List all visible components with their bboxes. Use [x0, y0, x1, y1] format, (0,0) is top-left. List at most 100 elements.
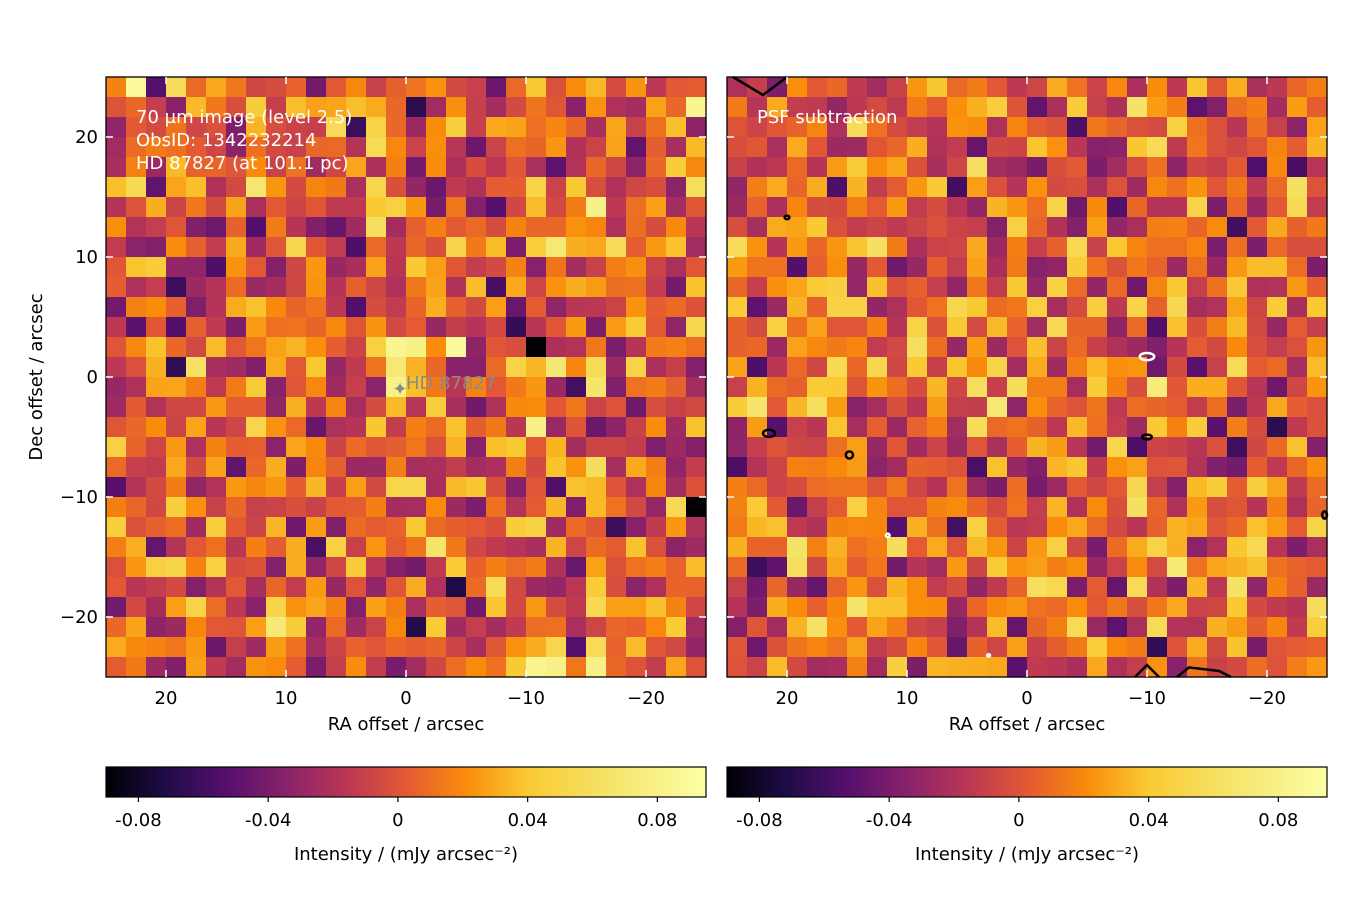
heatmap-cell: [1287, 297, 1308, 318]
heatmap-cell: [606, 117, 627, 138]
heatmap-cell: [1267, 417, 1288, 438]
heatmap-cell: [606, 617, 627, 638]
heatmap-cell: [1267, 217, 1288, 238]
heatmap-cell: [967, 537, 988, 558]
heatmap-cell: [927, 117, 948, 138]
heatmap-cell: [166, 237, 187, 258]
heatmap-cell: [727, 357, 748, 378]
heatmap-cell: [586, 317, 607, 338]
heatmap-cell: [787, 557, 808, 578]
right-axis-ticks: [727, 77, 1327, 677]
heatmap-cell: [1007, 197, 1028, 218]
heatmap-cell: [967, 417, 988, 438]
heatmap-cell: [1267, 177, 1288, 198]
heatmap-cell: [326, 617, 347, 638]
heatmap-cell: [106, 517, 127, 538]
heatmap-cell: [626, 577, 647, 598]
heatmap-cell: [807, 357, 828, 378]
heatmap-cell: [366, 437, 387, 458]
heatmap-cell: [226, 477, 247, 498]
heatmap-cell: [1047, 437, 1068, 458]
heatmap-cell: [887, 577, 908, 598]
heatmap-cell: [466, 357, 487, 378]
heatmap-cell: [546, 517, 567, 538]
heatmap-cell: [1187, 257, 1208, 278]
heatmap-cell: [606, 457, 627, 478]
heatmap-cell: [466, 577, 487, 598]
heatmap-cell: [346, 217, 367, 238]
heatmap-cell: [1247, 617, 1268, 638]
heatmap-cell: [747, 457, 768, 478]
heatmap-cell: [426, 117, 447, 138]
heatmap-cell: [506, 77, 527, 98]
heatmap-cell: [1007, 137, 1028, 158]
heatmap-cell: [466, 317, 487, 338]
heatmap-cell: [146, 637, 167, 658]
heatmap-cell: [1047, 457, 1068, 478]
heatmap-cell: [606, 417, 627, 438]
heatmap-cell: [226, 597, 247, 618]
heatmap-cell: [1187, 337, 1208, 358]
heatmap-cell: [847, 577, 868, 598]
heatmap-cell: [606, 177, 627, 198]
heatmap-cell: [166, 317, 187, 338]
heatmap-cell: [947, 237, 968, 258]
heatmap-cell: [1267, 197, 1288, 218]
heatmap-cell: [787, 317, 808, 338]
heatmap-cell: [1187, 397, 1208, 418]
heatmap-cell: [106, 617, 127, 638]
heatmap-cell: [1267, 657, 1288, 678]
heatmap-cell: [266, 97, 287, 118]
heatmap-cell: [406, 377, 427, 398]
heatmap-cell: [366, 617, 387, 638]
heatmap-cell: [386, 577, 407, 598]
heatmap-cell: [306, 657, 327, 678]
heatmap-cell: [1187, 357, 1208, 378]
heatmap-cell: [326, 237, 347, 258]
heatmap-cell: [486, 357, 507, 378]
heatmap-cell: [426, 537, 447, 558]
heatmap-cell: [466, 617, 487, 638]
heatmap-cell: [626, 457, 647, 478]
heatmap-cell: [146, 337, 167, 358]
heatmap-cell: [927, 297, 948, 318]
heatmap-cell: [666, 657, 687, 678]
heatmap-cell: [1087, 117, 1108, 138]
heatmap-cell: [586, 137, 607, 158]
heatmap-cell: [526, 317, 547, 338]
heatmap-cell: [546, 477, 567, 498]
heatmap-cell: [1227, 217, 1248, 238]
heatmap-cell: [727, 437, 748, 458]
heatmap-cell: [626, 257, 647, 278]
heatmap-cell: [887, 217, 908, 238]
heatmap-cell: [1187, 457, 1208, 478]
heatmap-cell: [807, 537, 828, 558]
heatmap-cell: [426, 477, 447, 498]
heatmap-cell: [827, 97, 848, 118]
heatmap-cell: [426, 197, 447, 218]
heatmap-cell: [1047, 77, 1068, 98]
heatmap-cell: [346, 257, 367, 278]
heatmap-cell: [446, 657, 467, 678]
heatmap-cell: [1247, 137, 1268, 158]
heatmap-cell: [1047, 177, 1068, 198]
heatmap-cell: [466, 77, 487, 98]
heatmap-cell: [666, 157, 687, 178]
heatmap-cell: [366, 377, 387, 398]
heatmap-cell: [1287, 157, 1308, 178]
heatmap-cell: [827, 477, 848, 498]
heatmap-cell: [1007, 617, 1028, 638]
heatmap-cell: [646, 477, 667, 498]
heatmap-cell: [566, 577, 587, 598]
heatmap-cell: [1107, 117, 1128, 138]
heatmap-cell: [686, 117, 707, 138]
heatmap-cell: [1147, 597, 1168, 618]
heatmap-cell: [226, 297, 247, 318]
heatmap-cell: [226, 557, 247, 578]
heatmap-cell: [226, 377, 247, 398]
heatmap-cell: [106, 157, 127, 178]
heatmap-cell: [927, 457, 948, 478]
heatmap-cell: [927, 197, 948, 218]
right-heatmap-panel: 20 10 0 −10 −20 RA offset / arcsec PSF subtr…: [726, 75, 1329, 735]
heatmap-cell: [1187, 537, 1208, 558]
